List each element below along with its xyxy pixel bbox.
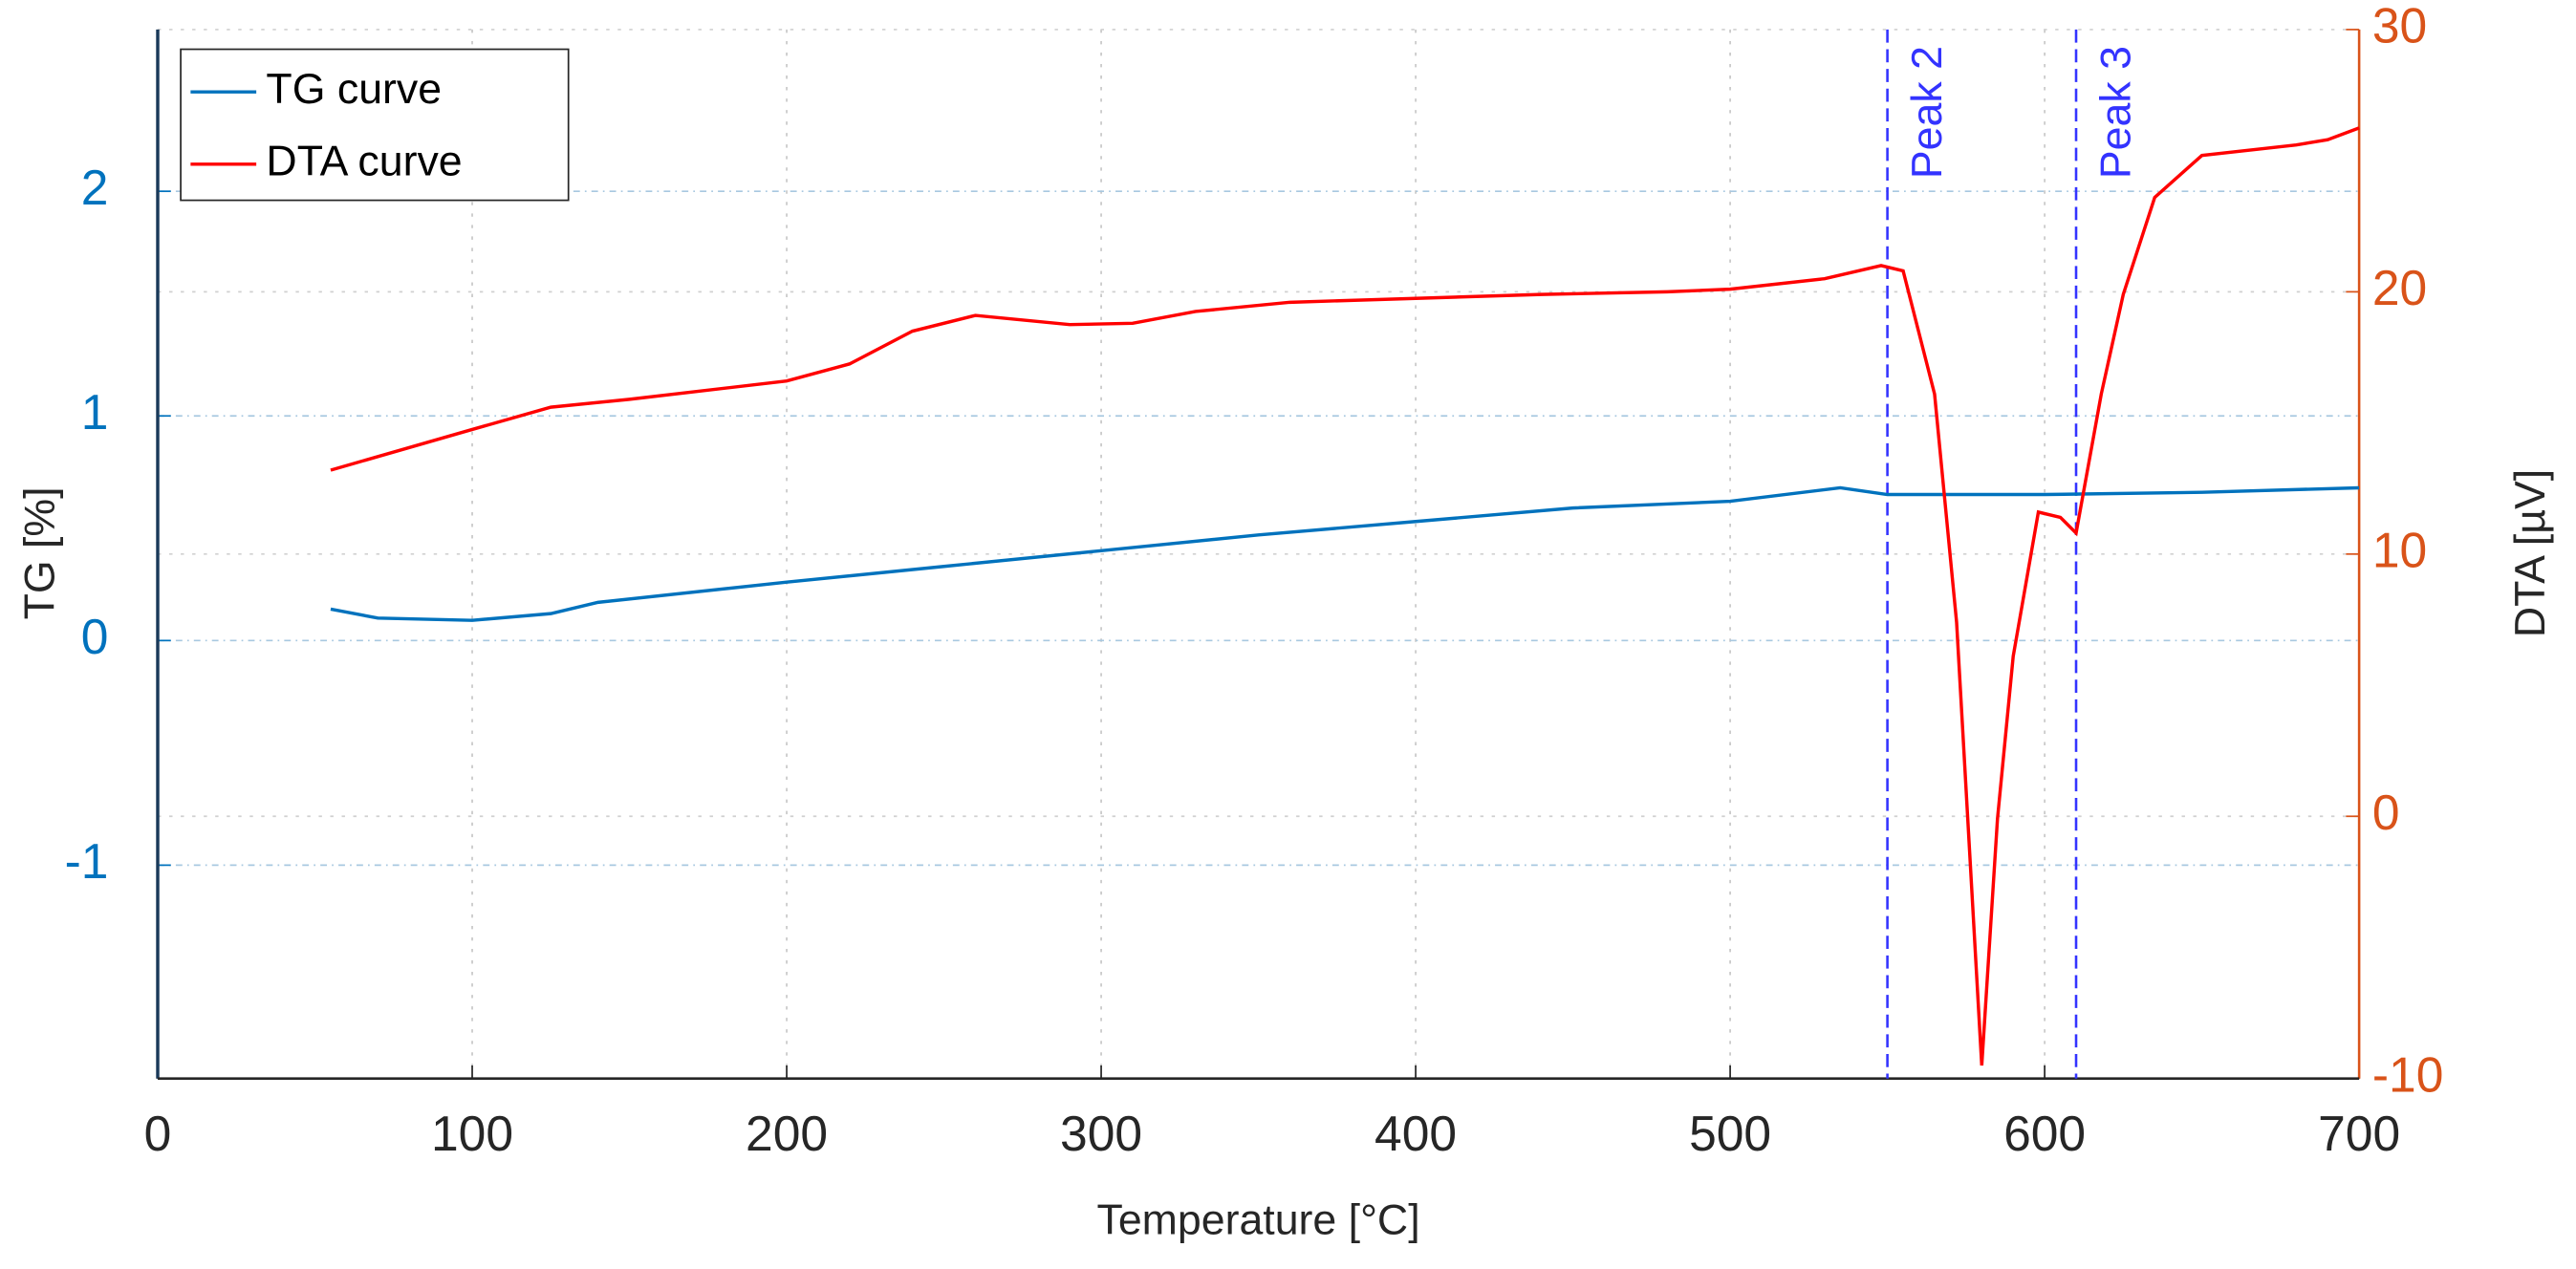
y2-tick-label: 30 xyxy=(2372,0,2427,54)
y2-tick-label: 20 xyxy=(2372,260,2427,315)
x-tick-label: 100 xyxy=(431,1106,513,1161)
y2-axis-label: DTA [µV] xyxy=(2507,469,2554,637)
y-tick-label: 2 xyxy=(81,160,109,215)
peak-label: Peak 3 xyxy=(2092,46,2139,179)
legend: TG curve DTA curve xyxy=(180,48,570,202)
y2-tick-label: 10 xyxy=(2372,522,2427,577)
y-tick-label: 1 xyxy=(81,384,109,440)
x-tick-label: 300 xyxy=(1060,1106,1142,1161)
legend-label: DTA curve xyxy=(266,139,462,185)
y-tick-label: 0 xyxy=(81,609,109,664)
y-axis-label: TG [%] xyxy=(16,486,63,619)
x-tick-label: 600 xyxy=(2003,1106,2086,1161)
legend-box xyxy=(180,48,570,202)
x-tick-label: 0 xyxy=(144,1106,172,1161)
x-tick-label: 500 xyxy=(1689,1106,1771,1161)
peak-label: Peak 2 xyxy=(1904,46,1951,179)
data-line xyxy=(330,126,2360,1066)
y2-tick-label: 0 xyxy=(2372,785,2400,840)
x-tick-label: 400 xyxy=(1375,1106,1457,1161)
x-axis-label: Temperature [°C] xyxy=(1097,1197,1420,1244)
y-tick-label: -1 xyxy=(65,833,109,889)
y2-tick-label: -10 xyxy=(2372,1046,2444,1102)
data-line xyxy=(330,485,2360,622)
x-tick-label: 200 xyxy=(746,1106,828,1161)
legend-label: TG curve xyxy=(266,66,442,113)
x-tick-label: 700 xyxy=(2318,1106,2400,1161)
